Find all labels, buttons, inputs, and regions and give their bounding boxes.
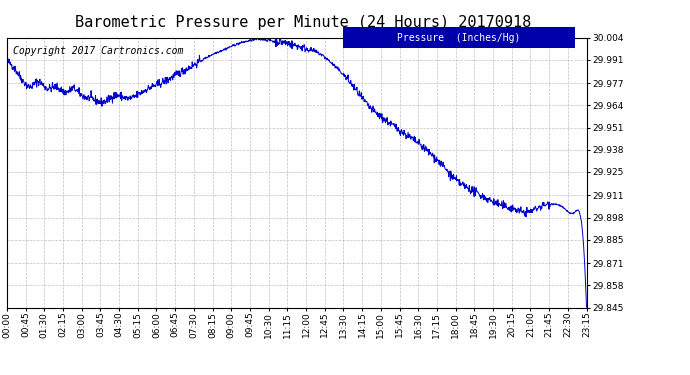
Text: Copyright 2017 Cartronics.com: Copyright 2017 Cartronics.com <box>12 46 183 56</box>
Text: Barometric Pressure per Minute (24 Hours) 20170918: Barometric Pressure per Minute (24 Hours… <box>75 15 532 30</box>
